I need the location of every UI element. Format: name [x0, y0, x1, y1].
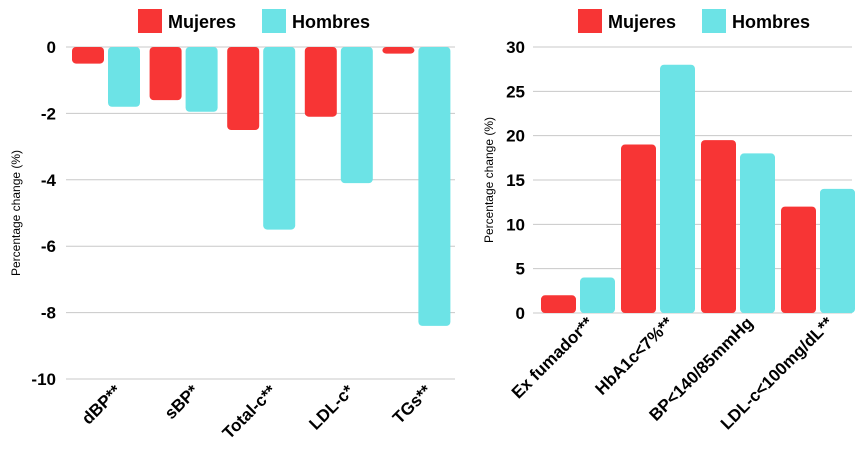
bar-mujeres	[227, 47, 260, 130]
bar-hombres	[263, 47, 296, 230]
y-tick-label: 15	[506, 171, 525, 190]
x-category-label: sBP*	[161, 381, 203, 423]
y-tick-label: -2	[41, 104, 56, 123]
y-tick-label: -8	[41, 304, 56, 323]
x-category-label: HbA1c<7%**	[592, 313, 678, 399]
legend-label-hombres: Hombres	[732, 12, 810, 32]
y-tick-label: -10	[31, 370, 56, 389]
bar-hombres	[580, 277, 615, 313]
bar-mujeres	[621, 144, 656, 313]
bar-hombres	[418, 47, 451, 326]
x-category-label: dBP**	[78, 381, 125, 428]
bar-hombres	[660, 64, 695, 313]
y-tick-label: 30	[506, 38, 525, 57]
legend-swatch-mujeres	[578, 9, 602, 33]
y-tick-label: 0	[516, 304, 525, 323]
legend-label-mujeres: Mujeres	[168, 12, 236, 32]
bar-mujeres	[781, 206, 816, 313]
y-axis-label: Percentage change (%)	[9, 150, 23, 276]
left-chart: 0 -2 -4 -6 -8 -10 Percentage change (%) dBP** sB…	[9, 9, 455, 443]
legend-swatch-hombres	[262, 9, 286, 33]
x-category-label: Total-c**	[219, 381, 281, 443]
y-tick-label: 25	[506, 82, 525, 101]
bar-mujeres	[701, 140, 736, 313]
bar-mujeres	[541, 295, 576, 313]
bar-mujeres	[72, 47, 104, 64]
bar-hombres	[740, 153, 775, 313]
bar-hombres	[820, 188, 855, 313]
y-axis-label: Percentage change (%)	[482, 117, 496, 243]
x-category-label: LDL-c*	[305, 381, 357, 433]
bar-hombres	[185, 47, 218, 112]
x-category-label: Ex fumador**	[508, 313, 597, 402]
bar-mujeres	[149, 47, 182, 101]
right-chart: 30 25 20 15 10 5 0 Percentage change (%) Ex fuma…	[482, 9, 855, 433]
legend-swatch-hombres	[702, 9, 726, 33]
bar-hombres	[108, 47, 140, 107]
y-tick-label: 10	[506, 215, 525, 234]
y-tick-label: -4	[41, 171, 57, 190]
x-category-label: TGs**	[389, 381, 435, 427]
bar-mujeres	[382, 47, 415, 54]
y-tick-label: 20	[506, 127, 525, 146]
y-tick-label: -6	[41, 237, 56, 256]
legend-swatch-mujeres	[138, 9, 162, 33]
bar-hombres	[340, 47, 373, 184]
y-tick-label: 5	[516, 260, 525, 279]
y-tick-label: 0	[47, 38, 56, 57]
legend-label-mujeres: Mujeres	[608, 12, 676, 32]
bar-mujeres	[304, 47, 337, 117]
legend-label-hombres: Hombres	[292, 12, 370, 32]
